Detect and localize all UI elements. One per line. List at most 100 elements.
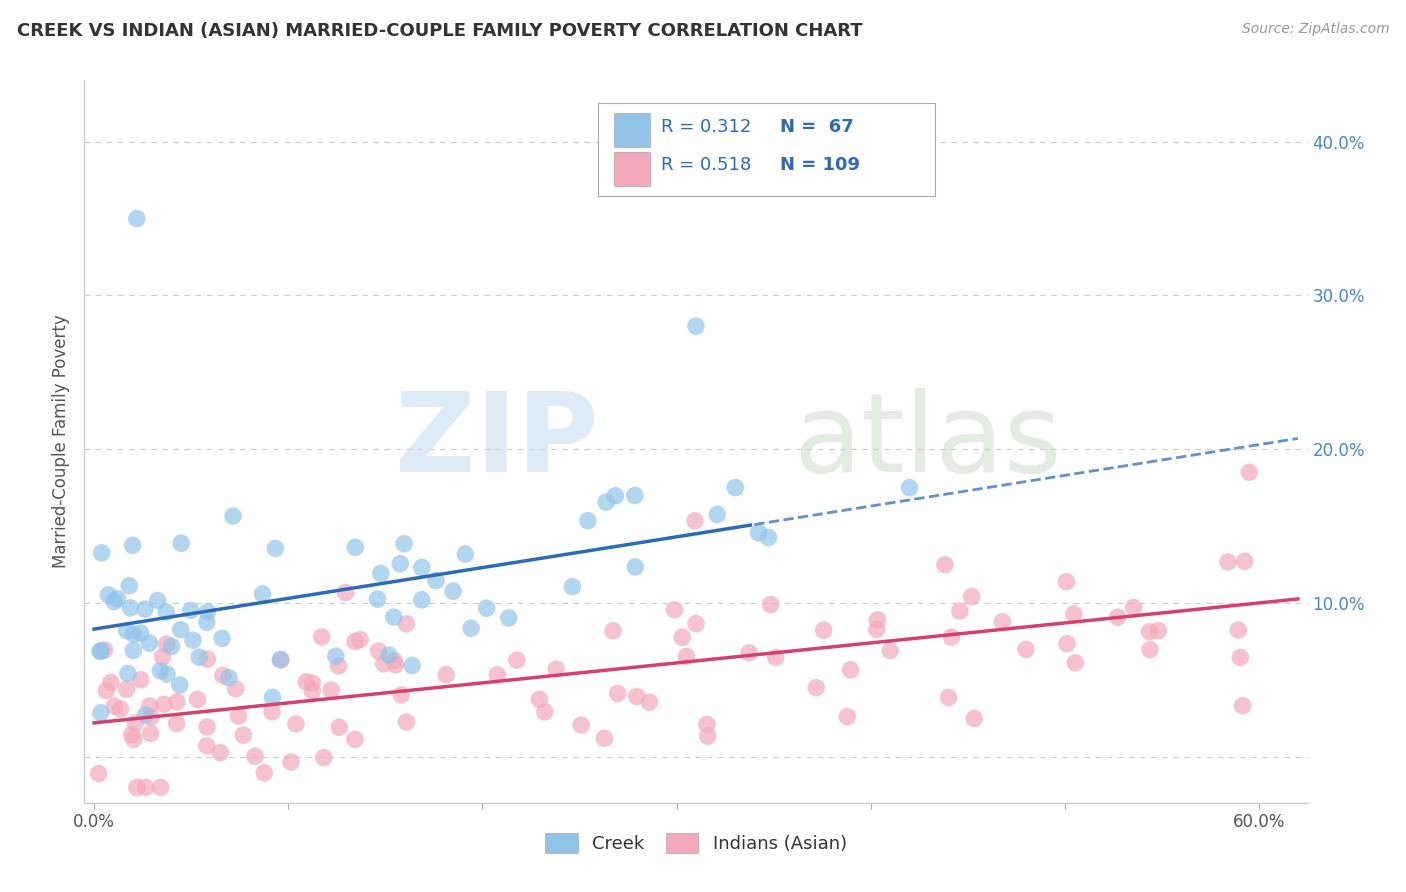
Point: [103, 594, 125, 608]
Point: [1227, 623, 1250, 637]
Point: [211, 632, 233, 646]
Point: [384, 657, 406, 672]
Point: [170, 536, 193, 550]
Point: [441, 584, 464, 599]
Point: [284, 717, 307, 731]
Point: [963, 712, 986, 726]
Point: [93, 643, 115, 657]
Point: [325, 649, 347, 664]
Point: [321, 683, 343, 698]
Point: [724, 481, 747, 495]
Point: [115, 624, 138, 638]
Point: [135, 708, 157, 723]
Point: [166, 695, 188, 709]
Point: [1216, 555, 1239, 569]
Point: [561, 580, 583, 594]
Point: [938, 690, 960, 705]
Point: [180, 603, 202, 617]
Point: [454, 547, 477, 561]
Point: [1147, 624, 1170, 638]
Point: [367, 644, 389, 658]
Point: [389, 688, 412, 702]
Point: [866, 623, 889, 637]
Point: [129, 626, 152, 640]
Point: [1063, 607, 1085, 621]
Point: [90, 706, 112, 720]
Point: [129, 673, 152, 687]
Point: [103, 699, 125, 714]
Point: [328, 659, 350, 673]
Point: [366, 592, 388, 607]
Point: [139, 726, 162, 740]
Point: [311, 630, 333, 644]
Point: [262, 705, 284, 719]
Point: [134, 602, 156, 616]
Point: [170, 623, 193, 637]
Point: [160, 640, 183, 654]
Point: [253, 766, 276, 780]
Point: [602, 624, 624, 638]
Point: [434, 667, 457, 681]
Point: [748, 526, 770, 541]
Point: [122, 627, 145, 641]
Point: [382, 654, 405, 668]
Point: [349, 632, 371, 647]
Point: [228, 709, 250, 723]
Point: [138, 636, 160, 650]
Point: [486, 668, 509, 682]
Point: [121, 538, 143, 552]
Point: [181, 633, 204, 648]
Point: [197, 605, 219, 619]
Point: [335, 585, 357, 599]
Text: ZIP: ZIP: [395, 388, 598, 495]
Point: [280, 755, 302, 769]
Point: [295, 674, 318, 689]
Point: [879, 643, 901, 657]
Point: [898, 481, 921, 495]
Text: Source: ZipAtlas.com: Source: ZipAtlas.com: [1241, 22, 1389, 37]
Point: [460, 621, 482, 635]
Point: [506, 653, 529, 667]
Point: [934, 558, 956, 572]
Point: [758, 531, 780, 545]
Point: [991, 615, 1014, 629]
Y-axis label: Married-Couple Family Poverty: Married-Couple Family Poverty: [52, 315, 70, 568]
Point: [166, 716, 188, 731]
Point: [664, 603, 686, 617]
Point: [124, 716, 146, 731]
Point: [120, 600, 142, 615]
Point: [152, 649, 174, 664]
Point: [1229, 650, 1251, 665]
Text: CREEK VS INDIAN (ASIAN) MARRIED-COUPLE FAMILY POVERTY CORRELATION CHART: CREEK VS INDIAN (ASIAN) MARRIED-COUPLE F…: [17, 22, 862, 40]
Point: [960, 590, 983, 604]
Point: [759, 598, 782, 612]
Point: [378, 648, 401, 662]
Point: [593, 731, 616, 746]
Point: [125, 780, 148, 795]
Point: [1056, 637, 1078, 651]
Text: N = 109: N = 109: [780, 156, 860, 174]
Point: [195, 615, 218, 630]
Point: [623, 488, 645, 502]
Point: [638, 695, 661, 709]
Text: N =  67: N = 67: [780, 118, 853, 136]
Point: [343, 732, 366, 747]
Point: [401, 658, 423, 673]
Point: [96, 683, 118, 698]
Point: [107, 591, 129, 606]
Point: [264, 541, 287, 556]
Point: [1015, 642, 1038, 657]
Point: [675, 649, 697, 664]
Point: [187, 692, 209, 706]
Point: [195, 739, 218, 753]
Point: [232, 728, 254, 742]
Point: [90, 644, 112, 658]
Point: [1233, 554, 1256, 568]
Point: [135, 780, 157, 795]
Point: [411, 560, 433, 574]
Point: [139, 710, 162, 724]
Point: [146, 593, 169, 607]
Point: [475, 601, 498, 615]
Point: [683, 514, 706, 528]
Point: [1107, 610, 1129, 624]
